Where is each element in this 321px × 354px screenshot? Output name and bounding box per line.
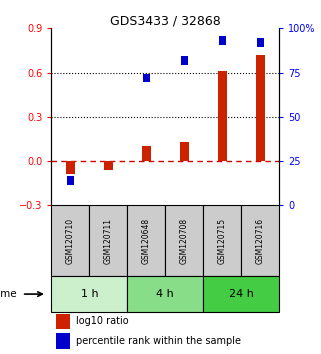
Bar	[56, 314, 70, 329]
Text: log10 ratio: log10 ratio	[76, 316, 129, 326]
Bar	[218, 71, 227, 161]
Text: 4 h: 4 h	[156, 289, 174, 299]
FancyBboxPatch shape	[165, 205, 203, 276]
Text: GSM120648: GSM120648	[142, 218, 151, 264]
Bar	[143, 74, 150, 82]
Bar	[257, 38, 264, 47]
Bar	[104, 161, 113, 170]
Bar	[181, 56, 188, 65]
Bar	[179, 142, 189, 161]
Bar	[142, 147, 151, 161]
FancyBboxPatch shape	[241, 205, 279, 276]
Bar	[219, 36, 226, 45]
Bar	[67, 176, 74, 185]
Text: GSM120708: GSM120708	[180, 218, 189, 264]
Title: GDS3433 / 32868: GDS3433 / 32868	[110, 14, 221, 27]
Text: GSM120710: GSM120710	[66, 218, 75, 264]
Text: GSM120716: GSM120716	[256, 218, 265, 264]
FancyBboxPatch shape	[51, 205, 89, 276]
FancyBboxPatch shape	[51, 276, 127, 312]
FancyBboxPatch shape	[127, 276, 203, 312]
Text: GSM120715: GSM120715	[218, 218, 227, 264]
FancyBboxPatch shape	[89, 205, 127, 276]
FancyBboxPatch shape	[203, 205, 241, 276]
Bar	[56, 333, 70, 349]
FancyBboxPatch shape	[127, 205, 165, 276]
Text: 1 h: 1 h	[81, 289, 98, 299]
Text: 24 h: 24 h	[229, 289, 254, 299]
Text: percentile rank within the sample: percentile rank within the sample	[76, 336, 241, 346]
Text: time: time	[0, 289, 17, 299]
Bar	[256, 55, 265, 161]
Bar	[65, 161, 75, 175]
FancyBboxPatch shape	[203, 276, 279, 312]
Text: GSM120711: GSM120711	[104, 218, 113, 264]
